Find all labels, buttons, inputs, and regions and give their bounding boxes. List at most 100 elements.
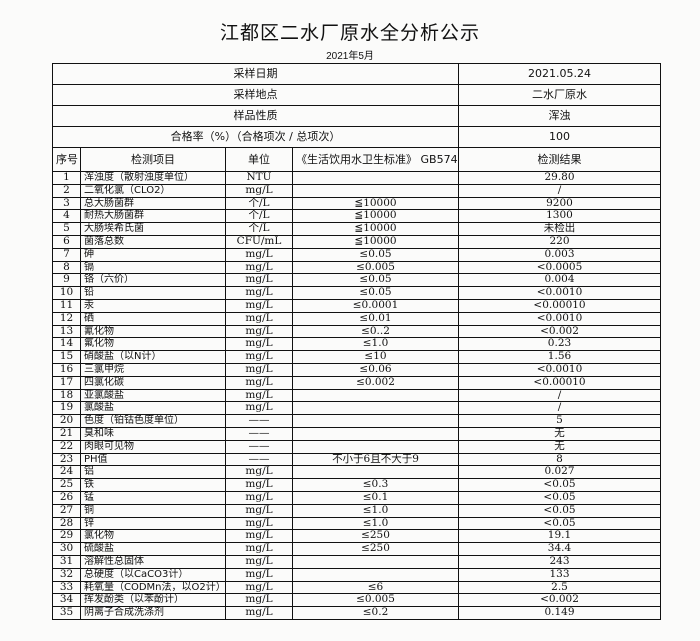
meta-value: 二水厂原水 bbox=[458, 84, 661, 106]
row-unit: mg/L bbox=[225, 516, 293, 531]
row-result: 34.4 bbox=[458, 542, 661, 556]
row-no: 33 bbox=[52, 580, 81, 595]
document-date: 2021年5月 bbox=[326, 51, 374, 62]
row-standard: ≤0.0001 bbox=[292, 298, 459, 313]
row-item: 亚氯酸盐 bbox=[80, 388, 226, 403]
row-standard bbox=[292, 414, 459, 428]
table-row: 24 铝 mg/L 0.027 bbox=[52, 465, 661, 480]
row-item: 铬（六价） bbox=[80, 273, 226, 288]
row-result: <0.05 bbox=[458, 503, 661, 518]
row-result: <0.0010 bbox=[458, 286, 661, 300]
row-unit: mg/L bbox=[225, 529, 293, 544]
row-result: / bbox=[458, 388, 661, 403]
row-no: 23 bbox=[52, 452, 81, 467]
table-row: 20 色度（铂钴色度单位） —— 5 bbox=[52, 414, 661, 428]
header-result: 检测结果 bbox=[458, 147, 661, 172]
row-standard: ≤0.05 bbox=[292, 286, 459, 300]
row-no: 28 bbox=[52, 516, 81, 531]
row-unit: mg/L bbox=[225, 388, 293, 403]
row-no: 4 bbox=[52, 209, 81, 224]
table-row: 1 浑浊度（散射浊度单位） NTU 29.80 bbox=[52, 171, 661, 185]
row-unit: mg/L bbox=[225, 478, 293, 492]
row-standard: ≤10 bbox=[292, 350, 459, 364]
row-unit: mg/L bbox=[225, 580, 293, 595]
row-standard bbox=[292, 388, 459, 403]
row-standard bbox=[292, 171, 459, 185]
row-unit: mg/L bbox=[225, 362, 293, 377]
table-row: 16 三氯甲烷 mg/L ≤0.06 <0.0010 bbox=[52, 362, 661, 377]
row-unit: mg/L bbox=[225, 567, 293, 582]
row-standard bbox=[292, 567, 459, 582]
row-item: 铜 bbox=[80, 503, 226, 518]
row-result: 0.149 bbox=[458, 606, 661, 620]
row-item: 四氯化碳 bbox=[80, 375, 226, 390]
row-no: 30 bbox=[52, 542, 81, 556]
table-row: 33 耗氧量（CODMn法，以O2计） mg/L ≤6 2.5 bbox=[52, 580, 661, 595]
row-standard bbox=[292, 401, 459, 416]
row-result: <0.002 bbox=[458, 324, 661, 339]
row-no: 25 bbox=[52, 478, 81, 492]
row-unit: CFU/mL bbox=[225, 234, 293, 249]
row-standard bbox=[292, 426, 459, 441]
row-standard: ≤0.1 bbox=[292, 490, 459, 505]
meta-label: 采样日期 bbox=[52, 63, 459, 85]
row-unit: mg/L bbox=[225, 401, 293, 416]
row-no: 34 bbox=[52, 593, 81, 608]
row-standard: ≤0.05 bbox=[292, 247, 459, 262]
row-item: 氯化物 bbox=[80, 529, 226, 544]
row-item: 铁 bbox=[80, 478, 226, 492]
row-standard: 不小于6且不大于9 bbox=[292, 452, 459, 467]
row-result: 243 bbox=[458, 554, 661, 569]
table-row: 32 总硬度（以CaCO3计） mg/L 133 bbox=[52, 567, 661, 582]
row-result: <0.05 bbox=[458, 490, 661, 505]
row-result: 未检出 bbox=[458, 222, 661, 236]
row-result: 0.003 bbox=[458, 247, 661, 262]
row-item: 三氯甲烷 bbox=[80, 362, 226, 377]
row-result: 220 bbox=[458, 234, 661, 249]
row-unit: mg/L bbox=[225, 350, 293, 364]
row-no: 15 bbox=[52, 350, 81, 364]
row-standard: ≤0.01 bbox=[292, 311, 459, 326]
row-item: 氯酸盐 bbox=[80, 401, 226, 416]
row-standard: ≤0.2 bbox=[292, 606, 459, 620]
row-standard: ≤0.3 bbox=[292, 478, 459, 492]
table-row: 35 阴离子合成洗涤剂 mg/L ≤0.2 0.149 bbox=[52, 606, 661, 620]
meta-value: 浑浊 bbox=[458, 105, 661, 127]
row-no: 18 bbox=[52, 388, 81, 403]
row-result: 0.027 bbox=[458, 465, 661, 480]
table-row: 18 亚氯酸盐 mg/L / bbox=[52, 388, 661, 403]
row-standard: ≤0..2 bbox=[292, 324, 459, 339]
row-result: 19.1 bbox=[458, 529, 661, 544]
table-row: 2 二氧化氯（CLO2） mg/L / bbox=[52, 183, 661, 198]
header-unit: 单位 bbox=[225, 147, 293, 172]
table-row: 4 耐热大肠菌群 个/L ≦10000 1300 bbox=[52, 209, 661, 224]
row-item: 菌落总数 bbox=[80, 234, 226, 249]
row-standard: ≤0.005 bbox=[292, 593, 459, 608]
row-item: 耗氧量（CODMn法，以O2计） bbox=[80, 580, 226, 595]
row-standard: ≤0.05 bbox=[292, 273, 459, 288]
row-result: 无 bbox=[458, 439, 661, 454]
table-row: 5 大肠埃希氏菌 个/L ≦10000 未检出 bbox=[52, 222, 661, 236]
row-no: 2 bbox=[52, 183, 81, 198]
row-item: 硝酸盐（以N计） bbox=[80, 350, 226, 364]
row-item: 色度（铂钴色度单位） bbox=[80, 414, 226, 428]
row-item: 硫酸盐 bbox=[80, 542, 226, 556]
meta-value: 100 bbox=[458, 126, 661, 148]
row-no: 7 bbox=[52, 247, 81, 262]
row-standard: ≤0.06 bbox=[292, 362, 459, 377]
row-item: 氰化物 bbox=[80, 324, 226, 339]
row-no: 35 bbox=[52, 606, 81, 620]
row-item: 汞 bbox=[80, 298, 226, 313]
row-result: 1300 bbox=[458, 209, 661, 224]
row-standard: ≦10000 bbox=[292, 196, 459, 211]
row-no: 5 bbox=[52, 222, 81, 236]
row-standard bbox=[292, 439, 459, 454]
row-standard bbox=[292, 554, 459, 569]
table-row: 26 锰 mg/L ≤0.1 <0.05 bbox=[52, 490, 661, 505]
row-unit: mg/L bbox=[225, 298, 293, 313]
table-row: 7 砷 mg/L ≤0.05 0.003 bbox=[52, 247, 661, 262]
row-unit: mg/L bbox=[225, 247, 293, 262]
row-item: 耐热大肠菌群 bbox=[80, 209, 226, 224]
document-title: 江都区二水厂原水全分析公示 bbox=[219, 22, 480, 44]
row-unit: —— bbox=[225, 452, 293, 467]
